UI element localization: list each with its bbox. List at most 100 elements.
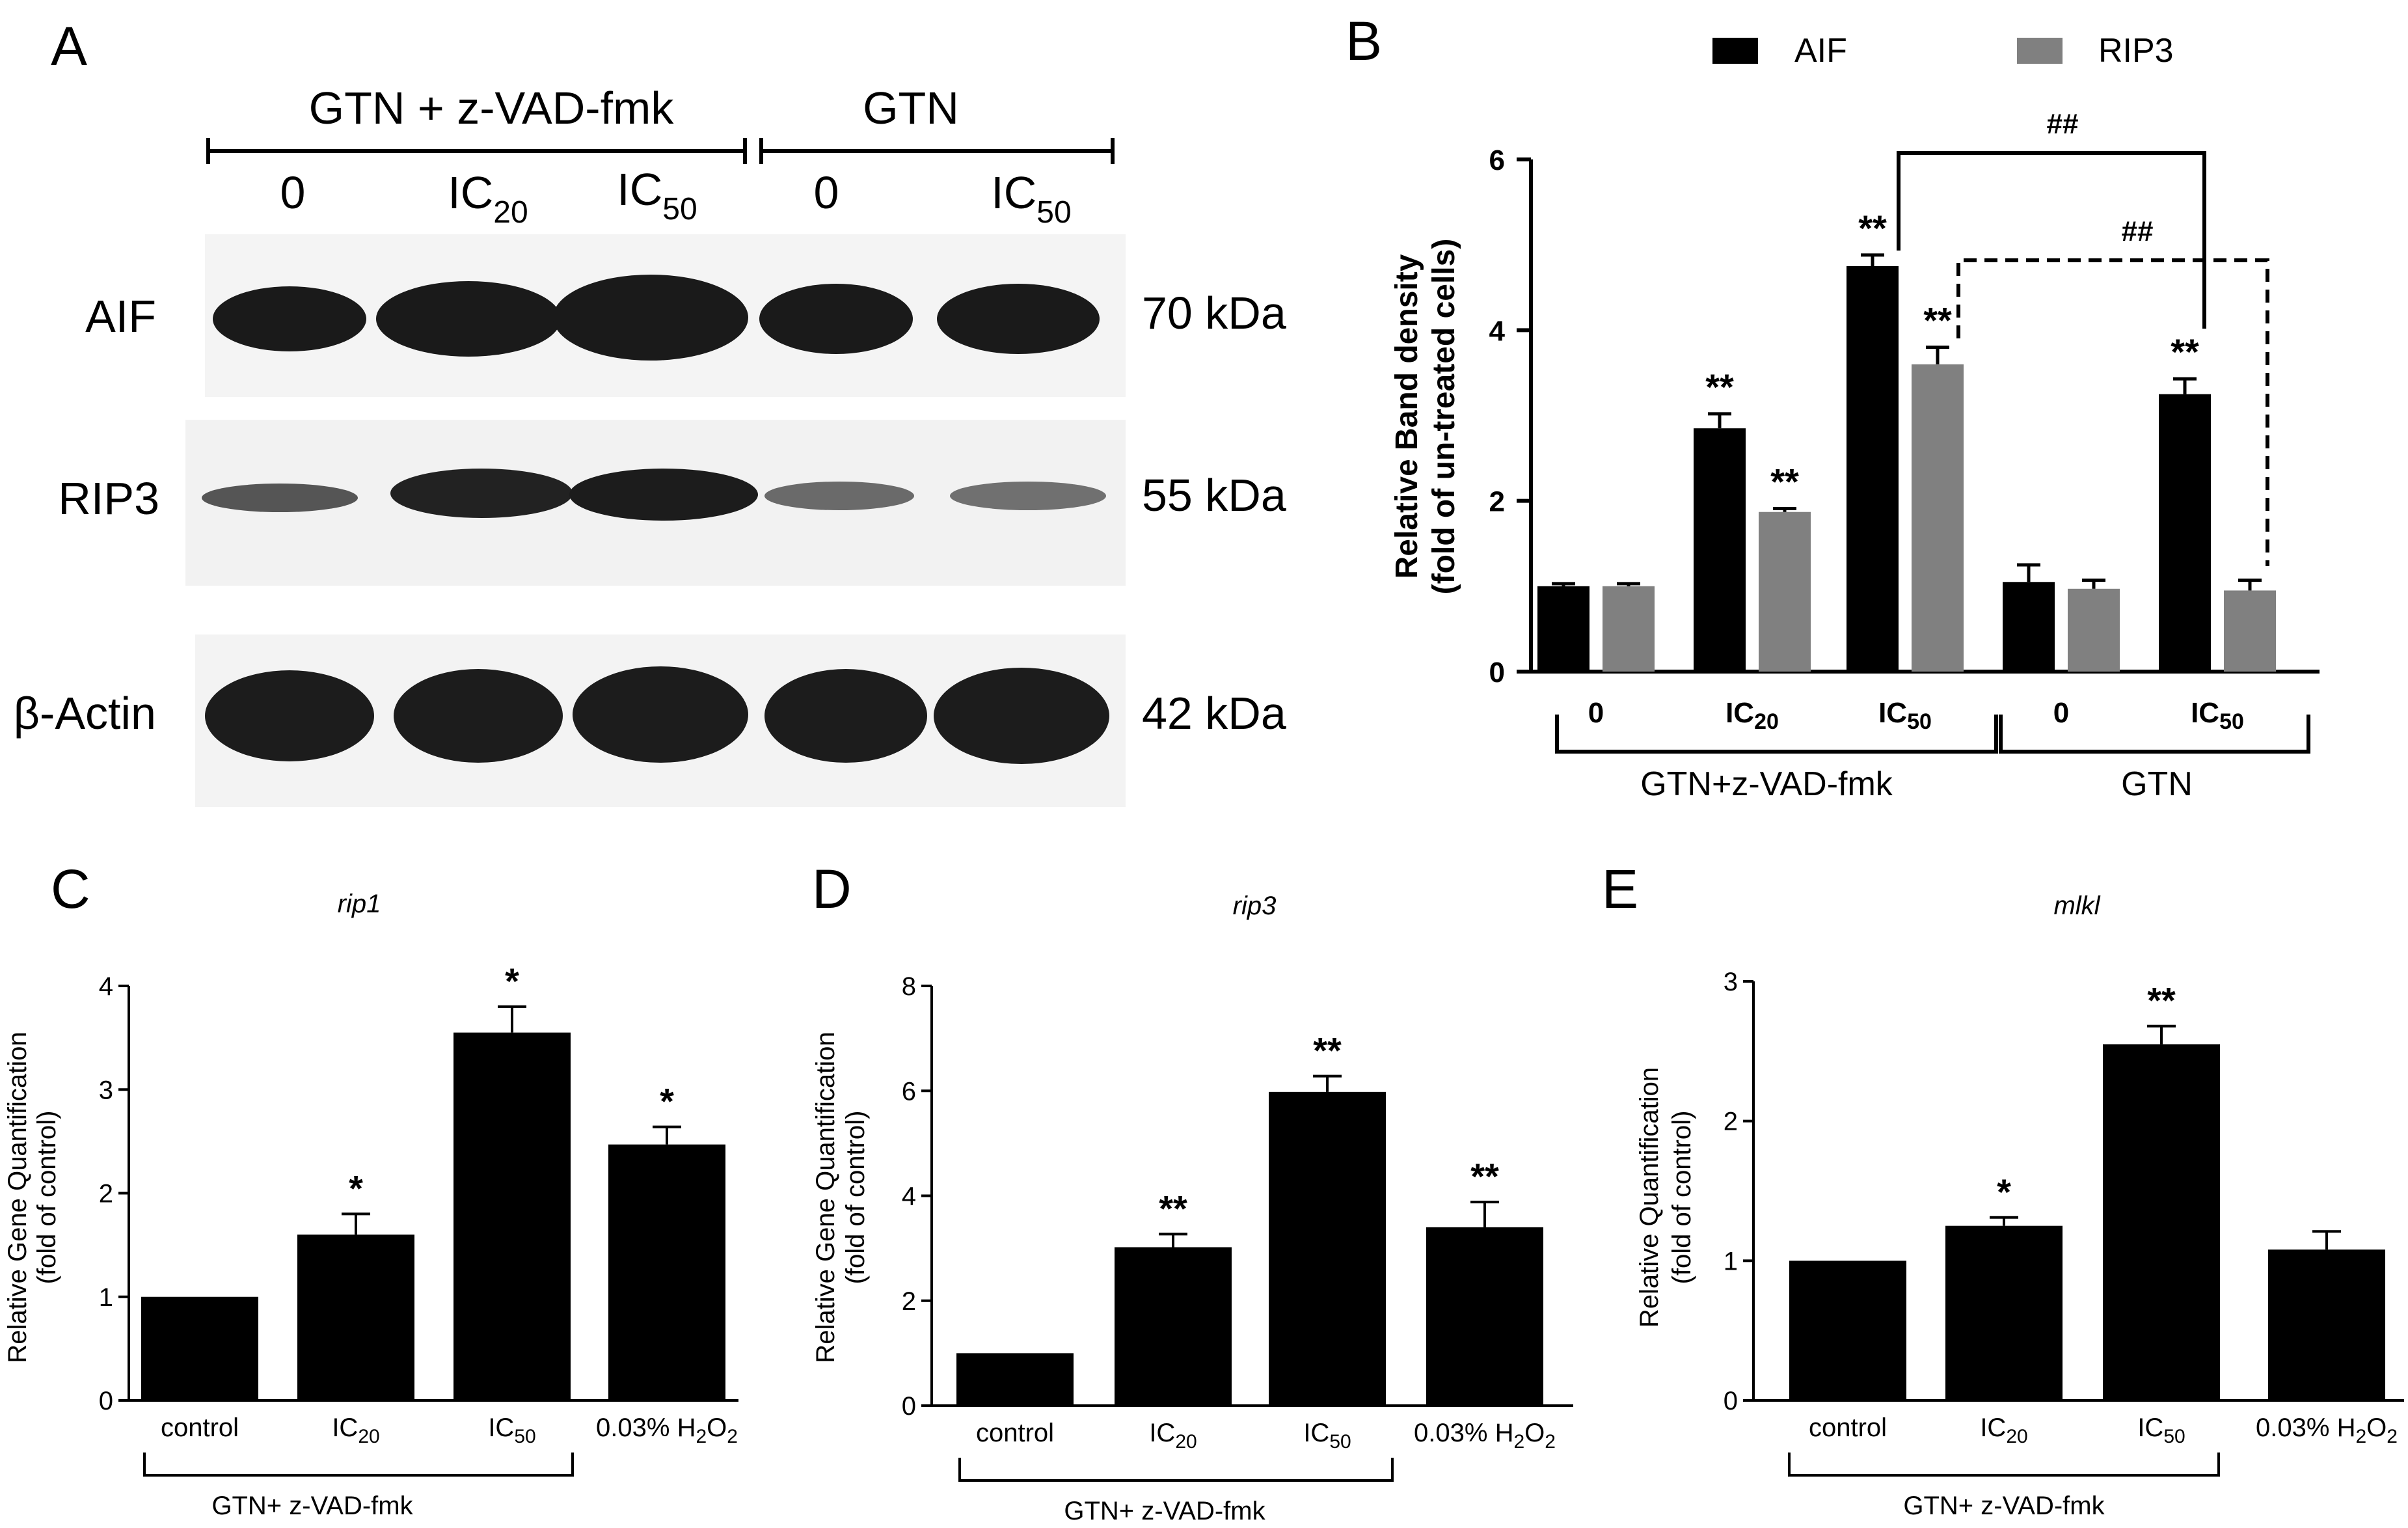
significance-mark: * [1997,1171,2011,1212]
bar [956,1353,1074,1406]
x-tick-label-b: IC50 [1878,697,1932,734]
group-label: GTN+ z-VAD-fmk [1903,1492,2105,1520]
legend-label-rip3: RIP3 [2098,32,2174,70]
x-tick-label: IC20 [332,1413,379,1447]
bar-b-aif [1537,586,1590,672]
x-tick-label: control [976,1419,1054,1447]
y-axis-title-b-2: (fold of un-treated cells) [1427,239,1461,595]
error-bar [653,1125,681,1145]
bar-b-aif [1847,266,1899,672]
lane-label-3: IC50 [617,164,697,226]
legend-label-aif: AIF [1794,32,1847,70]
error-bar-b [2082,579,2105,589]
y-axis-title-e-2: (fold of control) [1668,1111,1696,1285]
bar [297,1235,414,1400]
x-tick-label: IC20 [1149,1419,1197,1453]
significance-mark-b: ** [1858,208,1887,249]
x-tick-label: IC50 [488,1413,535,1447]
lane-label-1: 0 [280,167,306,218]
bar-b-rip3 [1912,364,1964,672]
y-axis-title-b-1: Relative Band density [1390,254,1424,579]
bar [1426,1227,1543,1406]
error-bar-b [1552,582,1575,586]
bar [1269,1091,1386,1406]
y-tick-label: 2 [902,1287,916,1316]
y-axis-title-d-1: Relative Gene Quantification [811,1031,840,1363]
lane-label-2: IC20 [448,167,528,230]
chart-title-c: rip1 [338,890,381,918]
group-label: GTN+ z-VAD-fmk [211,1492,413,1520]
bar-b-rip3 [2068,588,2120,672]
significance-mark: * [660,1081,674,1122]
x-tick-label: IC50 [2137,1413,2185,1447]
bar-b-aif [1694,428,1746,672]
x-tick-label: IC50 [1303,1419,1351,1453]
significance-mark-b: ** [1923,300,1952,341]
x-tick-label-b: IC50 [2191,697,2244,734]
y-tick-label: 6 [902,1077,916,1106]
y-tick-label: 2 [1724,1108,1738,1136]
significance-mark: * [505,961,519,1002]
bar [2268,1249,2385,1400]
lane-label-4: 0 [814,167,839,218]
error-bar [1159,1233,1187,1248]
error-bar-b [1773,506,1796,512]
group-brackets-b [1555,715,2310,754]
group-label: GTN+ z-VAD-fmk [1064,1497,1265,1525]
x-tick-label-b: 0 [2053,697,2069,729]
mw-label-rip3: 55 kDa [1142,470,1286,521]
error-bar-b [1926,346,1949,364]
group-bracket [143,1453,574,1477]
x-tick-label-b: IC20 [1725,697,1779,734]
x-tick-label: control [1809,1413,1887,1442]
panel-letter-e: E [1602,858,1638,920]
bands-actin [205,666,1109,764]
y-axis-title-d-2: (fold of control) [841,1111,870,1285]
error-bar-b [2017,563,2040,582]
bar-b-aif [2003,582,2055,672]
error-bar [1313,1074,1342,1092]
chart-e: mlkl Relative Quantification (fold of cont… [1635,892,2404,1520]
annotation-hash-2: ## [2122,215,2154,247]
error-bar-b [1617,582,1640,586]
protein-label-actin: β-Actin [14,688,156,739]
annotation-hash-1: ## [2047,108,2079,140]
x-tick-label: 0.03% H2O2 [1414,1419,1556,1453]
x-tick-label-b: 0 [1588,697,1604,729]
significance-mark-b: ** [2171,331,2199,372]
y-tick-label: 4 [99,972,113,1001]
bar [141,1296,258,1400]
significance-mark: * [349,1167,363,1208]
blot-group-label-2: GTN [863,83,959,133]
y-tick-label-b: 0 [1489,657,1505,689]
group-bracket [958,1458,1394,1482]
error-bar-b [1708,412,1731,429]
y-tick-label-b: 6 [1489,144,1505,176]
protein-label-rip3: RIP3 [58,473,159,524]
chart-c: rip1 Relative Gene Quantification (fold of… [3,890,738,1520]
bar-b-rip3 [1603,586,1655,672]
y-tick-label: 0 [902,1392,916,1421]
x-tick-label: IC20 [1980,1413,2027,1447]
bar [1789,1261,1906,1400]
significance-mark: ** [1470,1156,1499,1197]
y-tick-label: 1 [99,1283,113,1312]
error-bar-b [2238,579,2262,591]
significance-mark: ** [1313,1030,1342,1071]
chart-title-e: mlkl [2053,892,2100,920]
panel-letter-b: B [1346,10,1382,72]
panel-letter-d: D [812,858,852,920]
group-bracket [1788,1453,2220,1477]
error-bar-b [2173,377,2197,394]
y-tick-label-b: 2 [1489,486,1505,518]
panel-letter-c: C [51,858,90,920]
significance-mark-b: ** [1770,461,1799,502]
error-bar [2147,1024,2176,1044]
y-axis-title-c-1: Relative Gene Quantification [3,1031,32,1363]
legend-swatch-rip3 [2017,38,2063,64]
error-bar [2312,1230,2341,1250]
y-tick-label: 0 [1724,1387,1738,1415]
y-axis-title-e-1: Relative Quantification [1635,1067,1664,1328]
blot-group-brackets [206,138,1115,164]
bar [1945,1225,2063,1400]
